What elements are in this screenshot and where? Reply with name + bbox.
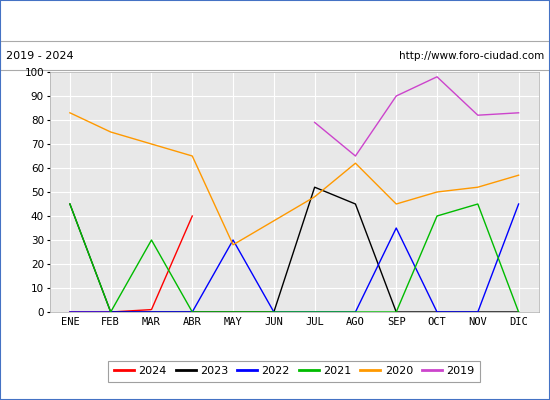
2022 [393,226,399,230]
2020 [515,173,522,178]
2022 [107,310,114,314]
2023 [67,202,73,206]
2019 [515,110,522,115]
2021 [189,310,196,314]
2023 [148,310,155,314]
2022 [515,202,522,206]
Text: http://www.foro-ciudad.com: http://www.foro-ciudad.com [399,51,544,61]
2022 [230,238,236,242]
2019 [475,113,481,118]
2023 [189,310,196,314]
2022 [67,310,73,314]
2021 [271,310,277,314]
2021 [434,214,441,218]
2024 [189,214,196,218]
2021 [515,310,522,314]
2023 [230,310,236,314]
2021 [148,238,155,242]
2022 [475,310,481,314]
2019 [311,120,318,125]
2021 [475,202,481,206]
2020 [148,142,155,146]
Line: 2019: 2019 [315,77,519,156]
2020 [189,154,196,158]
Line: 2022: 2022 [70,204,519,312]
2023 [475,310,481,314]
2020 [271,218,277,223]
2021 [352,310,359,314]
2023 [311,185,318,190]
2019 [434,74,441,79]
2020 [475,185,481,190]
2021 [67,202,73,206]
2021 [230,310,236,314]
2022 [311,310,318,314]
2023 [434,310,441,314]
2024 [148,307,155,312]
2022 [148,310,155,314]
2020 [434,190,441,194]
2021 [107,310,114,314]
2022 [434,310,441,314]
2023 [107,310,114,314]
Text: 2019 - 2024: 2019 - 2024 [6,51,73,61]
Line: 2021: 2021 [70,204,519,312]
2020 [393,202,399,206]
2024 [107,310,114,314]
2024 [67,310,73,314]
2021 [311,310,318,314]
Text: Evolucion Nº Turistas Extranjeros en el municipio de Turleque: Evolucion Nº Turistas Extranjeros en el … [70,14,480,28]
2019 [352,154,359,158]
Line: 2024: 2024 [70,216,192,312]
Legend: 2024, 2023, 2022, 2021, 2020, 2019: 2024, 2023, 2022, 2021, 2020, 2019 [108,361,480,382]
Line: 2020: 2020 [70,113,519,245]
2019 [393,94,399,98]
2020 [107,130,114,134]
2022 [271,310,277,314]
2023 [515,310,522,314]
2023 [352,202,359,206]
2021 [393,310,399,314]
Line: 2023: 2023 [70,187,519,312]
2022 [352,310,359,314]
2020 [67,110,73,115]
2020 [311,194,318,199]
2023 [271,310,277,314]
2023 [393,310,399,314]
2020 [230,242,236,247]
2022 [189,310,196,314]
2020 [352,161,359,166]
